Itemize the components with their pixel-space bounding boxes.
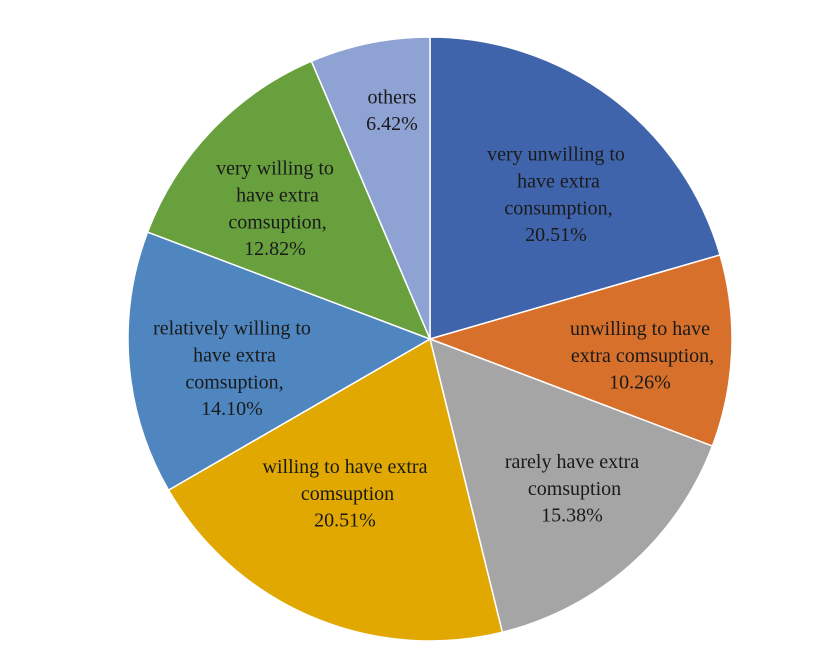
slice-label: others bbox=[368, 86, 417, 108]
label-line: very willing to bbox=[216, 157, 334, 179]
slice-label: unwilling to have extra comsuption, bbox=[566, 318, 714, 367]
slice-label: relatively willing to have extra comsupt… bbox=[153, 317, 311, 393]
label-line: comsuption, bbox=[180, 371, 283, 393]
pie-slice bbox=[427, 253, 733, 448]
pie-slice bbox=[127, 231, 432, 492]
label-line: very unwilling to bbox=[487, 143, 625, 165]
slice-label: willing to have extra comsuption bbox=[263, 456, 428, 505]
pie-slice bbox=[146, 60, 432, 341]
value-label: 15.38% bbox=[541, 505, 603, 527]
label-line: comsuption bbox=[296, 483, 394, 505]
value-label: 20.51% bbox=[314, 510, 376, 532]
label-line: willing to have extra bbox=[263, 456, 428, 478]
pie-slice bbox=[310, 36, 431, 340]
slice-label: very unwilling to have extra consumption… bbox=[487, 143, 625, 219]
slice-label: rarely have extra comsuption bbox=[505, 451, 639, 500]
value-label: 20.51% bbox=[525, 224, 587, 246]
label-line: consumption, bbox=[499, 197, 612, 219]
label-line: have extra bbox=[231, 184, 319, 206]
label-line: relatively willing to bbox=[153, 317, 311, 339]
pie-slice bbox=[429, 36, 721, 340]
value-label: 14.10% bbox=[201, 398, 263, 420]
slice-label: very willing to have extra comsuption, bbox=[216, 157, 334, 233]
label-line: extra comsuption, bbox=[566, 345, 714, 367]
label-line: comsuption, bbox=[223, 211, 326, 233]
pie-slice bbox=[428, 337, 714, 634]
value-label: 12.82% bbox=[244, 238, 306, 260]
label-line: comsuption bbox=[523, 478, 621, 500]
value-label: 10.26% bbox=[609, 372, 671, 394]
label-line: have extra bbox=[188, 344, 276, 366]
label-line: rarely have extra bbox=[505, 451, 639, 473]
label-line: unwilling to have bbox=[570, 318, 710, 340]
pie-slice bbox=[167, 337, 504, 642]
label-line: others bbox=[368, 86, 417, 108]
label-line: have extra bbox=[512, 170, 600, 192]
value-label: 6.42% bbox=[366, 113, 418, 135]
